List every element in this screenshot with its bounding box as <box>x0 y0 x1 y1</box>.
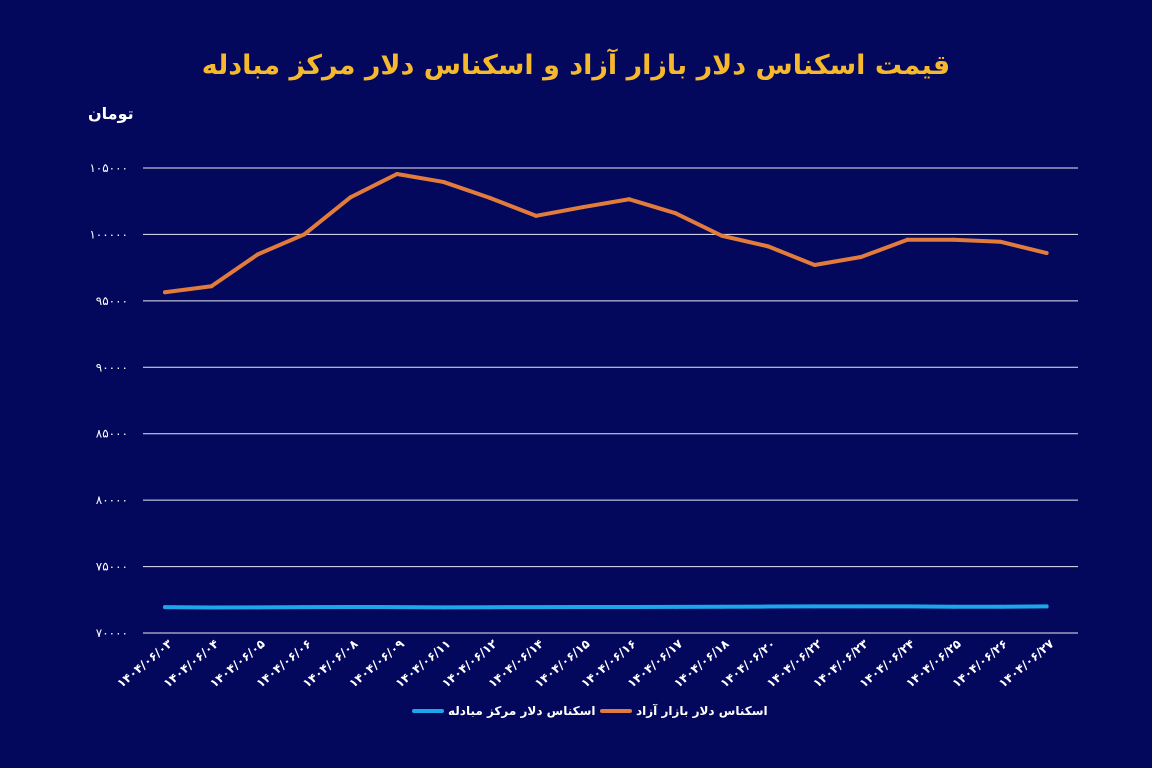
data-point <box>905 604 910 609</box>
data-point <box>487 605 492 610</box>
y-tick-label: ۷۰۰۰۰ <box>96 626 128 640</box>
data-point <box>487 195 492 200</box>
data-point <box>905 237 910 242</box>
data-point <box>951 237 956 242</box>
legend-item-free-market: اسکناس دلار بازار آزاد <box>600 704 768 718</box>
data-point <box>580 604 585 609</box>
data-point <box>627 604 631 609</box>
legend-item-exchange-center: اسکناس دلار مرکز مبادله <box>412 704 596 718</box>
data-point <box>812 262 817 267</box>
series-line <box>163 171 1049 295</box>
data-point <box>441 605 446 610</box>
series-line <box>163 604 1049 610</box>
data-point <box>395 605 399 610</box>
legend-swatch <box>412 709 444 713</box>
data-point <box>209 284 214 289</box>
data-point <box>255 252 260 257</box>
data-point <box>1044 604 1049 609</box>
data-point <box>766 604 771 609</box>
data-point <box>998 239 1003 244</box>
data-point <box>302 605 307 610</box>
data-point <box>673 211 678 216</box>
y-tick-label: ۱۰۵۰۰۰ <box>89 161 128 175</box>
data-point <box>859 604 863 609</box>
data-point <box>859 255 863 260</box>
data-point <box>766 244 771 249</box>
legend-swatch <box>600 709 632 713</box>
y-tick-label: ۸۵۰۰۰ <box>96 427 128 441</box>
data-point <box>534 605 539 610</box>
y-tick-label: ۷۵۰۰۰ <box>96 560 128 574</box>
data-point <box>348 195 353 200</box>
y-axis-unit-label: تومان <box>88 104 134 123</box>
data-point <box>395 171 399 176</box>
y-tick-label: ۹۰۰۰۰ <box>96 360 128 374</box>
legend-label: اسکناس دلار مرکز مبادله <box>448 704 596 718</box>
data-point <box>719 233 724 238</box>
legend-label: اسکناس دلار بازار آزاد <box>636 704 768 718</box>
data-point <box>255 605 260 610</box>
data-point <box>163 290 167 295</box>
data-point <box>348 604 353 609</box>
data-point <box>812 604 817 609</box>
chart-title: قیمت اسکناس دلار بازار آزاد و اسکناس دلا… <box>201 50 951 81</box>
y-tick-label: ۸۰۰۰۰ <box>96 493 128 507</box>
y-tick-label: ۹۵۰۰۰ <box>96 294 128 308</box>
data-point <box>998 604 1003 609</box>
data-point <box>209 605 214 610</box>
data-point <box>1044 251 1049 256</box>
data-point <box>673 604 678 609</box>
data-point <box>534 213 539 218</box>
data-point <box>580 205 585 210</box>
data-point <box>441 179 446 184</box>
data-point <box>302 232 307 237</box>
data-point <box>719 604 724 609</box>
data-point <box>951 604 956 609</box>
data-point <box>163 605 167 610</box>
y-tick-label: ۱۰۰۰۰۰ <box>89 227 128 241</box>
data-point <box>627 197 631 202</box>
